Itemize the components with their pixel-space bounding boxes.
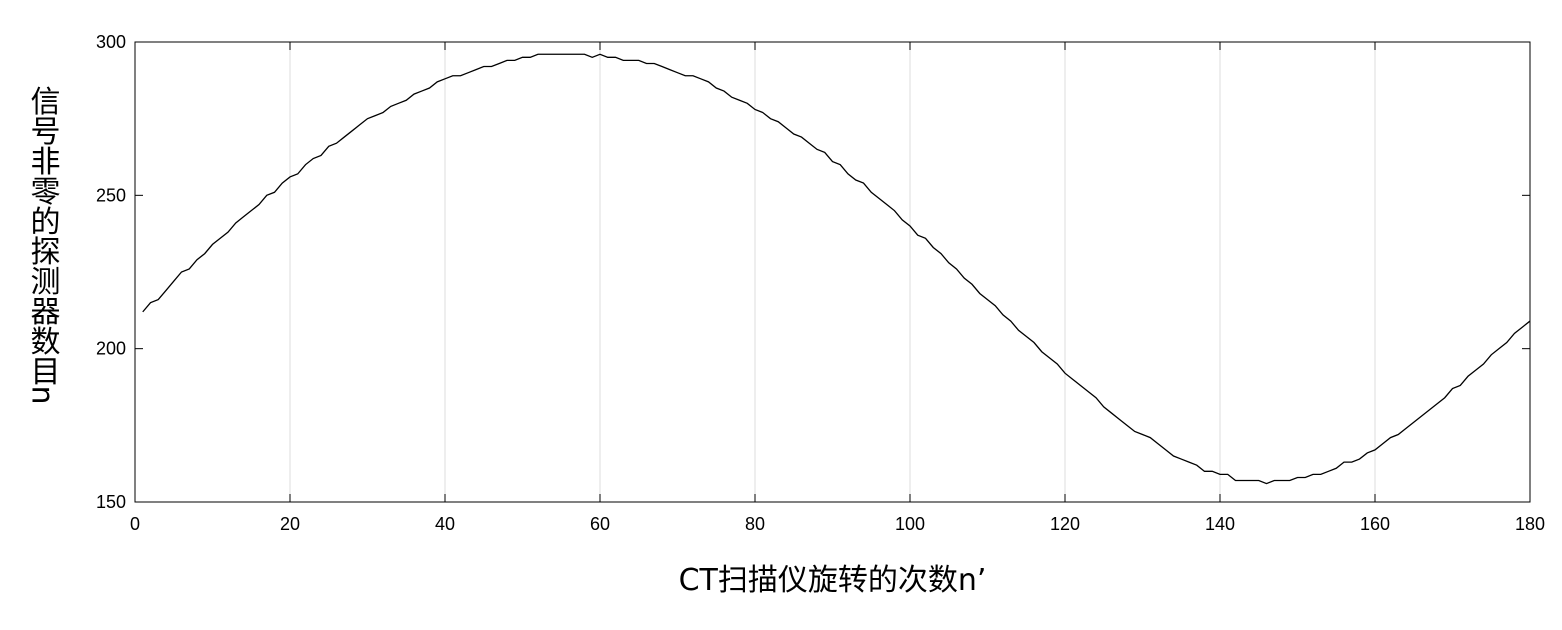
y-tick-label: 250: [96, 185, 126, 205]
grid-lines: [289, 42, 1376, 502]
series-lines: [142, 53, 1531, 485]
axis-ticks: 0 20 40 60 80 100 120 140 160 180 150 200 250 300: [96, 32, 1545, 534]
x-tick-label: 40: [435, 514, 455, 534]
x-tick-label: 160: [1360, 514, 1390, 534]
plot-area-frame: [134, 41, 1531, 503]
y-tick-label: 300: [96, 32, 126, 52]
series-line: [142, 53, 1531, 485]
x-tick-label: 100: [895, 514, 925, 534]
x-tick-label: 0: [130, 514, 140, 534]
x-tick-label: 20: [280, 514, 300, 534]
x-tick-label: 140: [1205, 514, 1235, 534]
y-tick-label: 150: [96, 492, 126, 512]
x-tick-label: 120: [1050, 514, 1080, 534]
y-axis-title: 信号非零的探测器数目n: [25, 85, 61, 404]
x-axis-title: CT扫描仪旋转的次数n’: [679, 563, 987, 598]
x-tick-label: 60: [590, 514, 610, 534]
y-tick-label: 200: [96, 339, 126, 359]
x-tick-label: 80: [745, 514, 765, 534]
x-tick-label: 180: [1515, 514, 1545, 534]
